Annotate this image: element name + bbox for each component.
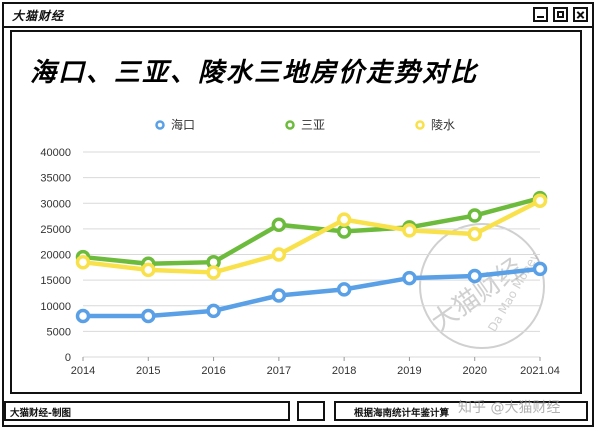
data-point [402, 270, 417, 286]
data-point [271, 217, 287, 233]
footer-credit: 大猫财经-制图 [10, 408, 71, 419]
chart-title: 海口、三亚、陵水三地房价走势对比 [30, 58, 479, 88]
y-tick-label: 10000 [40, 301, 71, 313]
data-point [467, 226, 482, 242]
y-tick-label: 5000 [47, 326, 71, 338]
legend-marker [155, 120, 165, 130]
footer-credit-box: 大猫财经-制图 [4, 401, 290, 421]
data-point [532, 261, 548, 277]
x-tick-label: 2015 [136, 365, 160, 377]
data-point [336, 212, 352, 227]
data-point [75, 254, 91, 270]
data-point [336, 224, 352, 239]
minimize-button[interactable] [533, 7, 548, 22]
maximize-button[interactable] [553, 7, 568, 22]
legend-label: 陵水 [431, 118, 455, 132]
legend-marker [285, 120, 295, 130]
x-tick-label: 2016 [201, 365, 225, 377]
data-point [271, 247, 287, 262]
data-point [467, 268, 482, 284]
x-tick-label: 2021.04 [520, 365, 560, 377]
title-bar: 大猫财经 [4, 4, 592, 28]
x-tick-label: 2018 [332, 365, 356, 377]
legend-marker [415, 120, 425, 130]
data-point [271, 288, 287, 303]
series-line [80, 195, 543, 266]
watermark-stamp-ring [419, 223, 545, 349]
data-point [141, 308, 156, 324]
x-tick-label: 2020 [462, 365, 486, 377]
data-point [467, 208, 482, 223]
y-tick-label: 30000 [40, 198, 71, 210]
data-point [206, 303, 221, 319]
data-point [532, 193, 548, 208]
window-title: 大猫财经 [12, 9, 65, 23]
legend-label: 海口 [171, 117, 195, 132]
legend-label: 三亚 [301, 118, 325, 132]
y-tick-label: 0 [65, 352, 71, 364]
series-line [80, 266, 543, 319]
y-tick-label: 20000 [40, 250, 71, 262]
x-tick-label: 2014 [71, 365, 95, 377]
x-tick-label: 2019 [397, 365, 421, 377]
close-button[interactable] [573, 7, 588, 22]
y-tick-label: 35000 [40, 173, 71, 185]
data-point [402, 223, 417, 238]
footer-source-box: 根据海南统计年鉴计算 [334, 401, 588, 421]
data-point [141, 262, 156, 278]
data-point [336, 282, 352, 297]
series-line [80, 198, 543, 275]
data-point [206, 265, 221, 280]
y-tick-label: 15000 [40, 275, 71, 287]
x-tick-label: 2017 [267, 365, 291, 377]
footer-source: 根据海南统计年鉴计算 [354, 408, 450, 419]
y-tick-label: 25000 [40, 224, 71, 236]
footer-spacer-box [297, 401, 325, 421]
y-tick-label: 40000 [40, 147, 71, 159]
chart-panel: 海口、三亚、陵水三地房价走势对比 大猫财经 Da Mao Money 0 5000 10… [10, 30, 582, 394]
watermark-text: 知乎 @大猫财经 [458, 400, 561, 416]
data-point [75, 308, 91, 324]
